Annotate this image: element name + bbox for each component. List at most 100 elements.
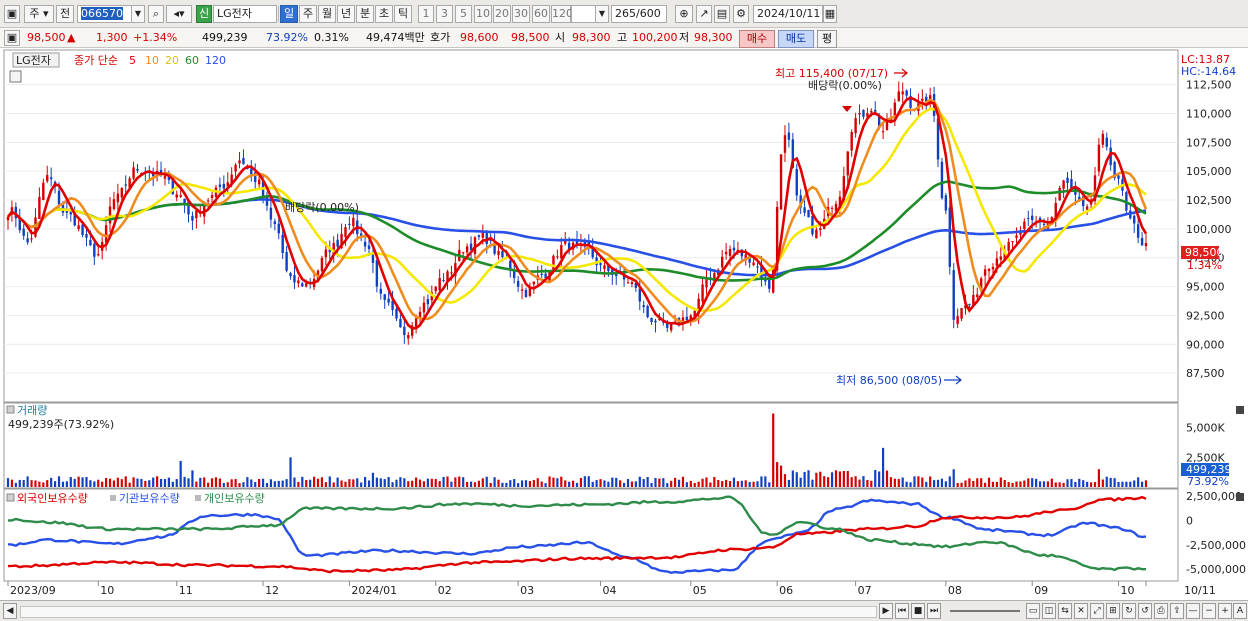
candle-body: [1144, 243, 1148, 247]
volume-pane-icon[interactable]: [6, 405, 15, 414]
holdings-pane-icon[interactable]: [6, 493, 15, 502]
print-icon[interactable]: ⎙: [1154, 603, 1168, 619]
split-icon[interactable]: ⊞: [1106, 603, 1120, 619]
gear-icon[interactable]: ⚙: [733, 5, 749, 23]
speaker-icon[interactable]: ◂▾: [166, 5, 192, 23]
volume-bar: [26, 476, 29, 487]
volume-bar: [1109, 477, 1112, 487]
refresh-icon[interactable]: ↻: [1122, 603, 1136, 619]
interval-dropdown-icon[interactable]: ▼: [595, 5, 609, 23]
period-tab-2[interactable]: 월: [318, 5, 336, 23]
period-tab-5[interactable]: 초: [375, 5, 393, 23]
window-menu-icon[interactable]: ▣: [4, 5, 20, 23]
table-toggle-icon[interactable]: [9, 70, 22, 83]
volume-bar: [1129, 481, 1132, 487]
interval-tab-120[interactable]: 120: [551, 5, 573, 23]
volume-bar: [1027, 478, 1030, 487]
period-tab-3[interactable]: 년: [337, 5, 355, 23]
rewind-icon[interactable]: ⏮: [895, 603, 909, 619]
candle-body: [1054, 202, 1057, 220]
candle-body: [642, 305, 645, 308]
candle-body: [210, 195, 214, 198]
interval-tab-1[interactable]: 1: [418, 5, 434, 23]
volume-bar: [473, 482, 477, 487]
undo-icon[interactable]: ↺: [1138, 603, 1152, 619]
stock-code-input[interactable]: 066570: [77, 5, 145, 23]
export-icon[interactable]: ⇪: [1170, 603, 1184, 619]
interval-tab-10[interactable]: 10: [474, 5, 492, 23]
search-icon[interactable]: ⌕: [148, 5, 164, 23]
volume-bar: [866, 479, 869, 487]
overlay-icon[interactable]: ◫: [1042, 603, 1056, 619]
market-select[interactable]: 주 ▾: [24, 5, 54, 23]
volume-bar: [599, 479, 602, 487]
candle-body: [163, 175, 167, 179]
candle-body: [489, 239, 492, 241]
change-pct: +1.34%: [133, 31, 178, 44]
minimize-icon[interactable]: —: [1186, 603, 1200, 619]
scroll-right-icon[interactable]: ▶: [879, 603, 893, 619]
x-tick-4: 2024/01: [351, 584, 397, 597]
zoom-slider[interactable]: [950, 610, 1020, 612]
chart-type-icon[interactable]: ▭: [1026, 603, 1040, 619]
stock-chart[interactable]: 112,500 110,000 107,500 105,000 102,500 100,0…: [0, 48, 1248, 600]
candle-body: [462, 252, 465, 254]
period-tab-0[interactable]: 일: [280, 5, 298, 23]
prev-button[interactable]: 전: [56, 5, 74, 23]
horizontal-scrollbar[interactable]: [20, 606, 877, 618]
interval-tab-20[interactable]: 20: [493, 5, 511, 23]
volume-bar: [407, 481, 410, 487]
period-tab-6[interactable]: 틱: [394, 5, 412, 23]
volume-bar: [976, 478, 979, 487]
volume-bar: [905, 481, 908, 487]
scroll-left-icon[interactable]: ◀: [3, 603, 17, 619]
candle-body: [905, 90, 908, 96]
fast-forward-icon[interactable]: ⏭: [927, 603, 941, 619]
crosshair-icon[interactable]: ✕: [1074, 603, 1088, 619]
candle-body: [1070, 179, 1073, 189]
eval-button[interactable]: 평: [817, 30, 837, 48]
period-tab-1[interactable]: 주: [299, 5, 317, 23]
count-field[interactable]: 265/600: [611, 5, 667, 23]
volume-bar: [438, 481, 441, 487]
zoom-out-icon[interactable]: −: [1202, 603, 1216, 619]
auto-scale-icon[interactable]: A: [1233, 603, 1247, 619]
draw-icon[interactable]: ↗: [696, 5, 712, 23]
fit-icon[interactable]: ⤢: [1090, 603, 1104, 619]
candle-body: [968, 303, 971, 305]
zoom-in-icon[interactable]: +: [1218, 603, 1232, 619]
sell-button[interactable]: 매도: [778, 30, 814, 48]
period-tab-4[interactable]: 분: [356, 5, 374, 23]
save-icon[interactable]: ▤: [714, 5, 730, 23]
volume-bar: [689, 480, 692, 487]
stock-name-field[interactable]: LG전자: [213, 5, 277, 23]
volume-pane-close-icon[interactable]: [1236, 406, 1244, 414]
date-field[interactable]: 2024/10/11: [753, 5, 823, 23]
market-select-value: 주: [29, 7, 40, 20]
interval-tab-3[interactable]: 3: [436, 5, 453, 23]
volume-bar: [571, 480, 575, 487]
x-tick-1: 10: [100, 584, 114, 597]
holdings-pane-close-icon[interactable]: [1236, 493, 1244, 501]
current-price-tag: [1181, 246, 1219, 259]
volume-bar: [383, 479, 386, 487]
volume-bar: [6, 478, 10, 487]
buy-button[interactable]: 매수: [739, 30, 775, 48]
candle-body: [1117, 175, 1120, 179]
volume-bar: [144, 480, 147, 487]
candle-body: [403, 326, 406, 336]
compare-icon[interactable]: ⇆: [1058, 603, 1072, 619]
candle-body: [257, 179, 261, 185]
calendar-icon[interactable]: ▦: [823, 5, 837, 23]
volume-bar: [984, 482, 987, 487]
interval-tab-60[interactable]: 60: [532, 5, 550, 23]
volume-bar: [548, 476, 551, 487]
code-dropdown-icon[interactable]: ▼: [131, 5, 145, 23]
tools-icon[interactable]: ⊕: [675, 5, 693, 23]
stop-icon[interactable]: ■: [911, 603, 925, 619]
candle-body: [336, 239, 339, 247]
info-toggle-icon[interactable]: ▣: [4, 30, 20, 46]
volume-current-text: 499,239: [1186, 463, 1232, 476]
interval-tab-30[interactable]: 30: [512, 5, 530, 23]
interval-tab-5[interactable]: 5: [455, 5, 472, 23]
